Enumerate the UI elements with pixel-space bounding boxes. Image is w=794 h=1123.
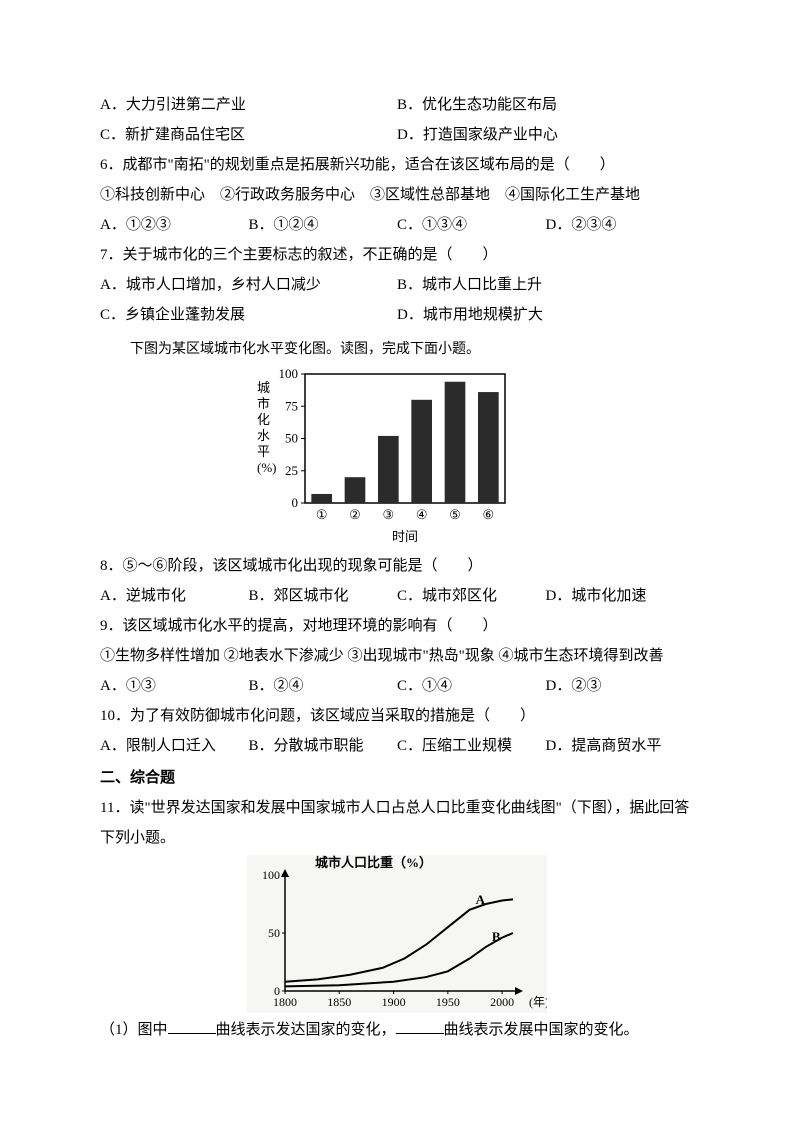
q5-option-b: B．优化生态功能区布局 xyxy=(397,90,694,120)
svg-text:100: 100 xyxy=(279,366,299,381)
q11-sub1-end: 曲线表示发展中国家的变化。 xyxy=(444,1022,639,1038)
q6-option-c: C．①③④ xyxy=(397,210,546,240)
chart2: 城市人口比重（%）05010018001850190019502000(年)AB xyxy=(100,855,694,1013)
q8-option-d: D．城市化加速 xyxy=(546,581,695,611)
q10-option-c: C．压缩工业规模 xyxy=(397,731,546,761)
chart1: 城市化水平(%) 0 25 50 75 100 ① ② ③ ④ ⑤ ⑥ 时间 xyxy=(100,366,694,549)
svg-text:A: A xyxy=(476,892,486,907)
svg-text:化: 化 xyxy=(257,412,270,427)
q9-options: A．①③ B．②④ C．①④ D．②③ xyxy=(100,671,694,701)
q10-option-a: A．限制人口迁入 xyxy=(100,731,249,761)
bar-chart-svg: 城市化水平(%) 0 25 50 75 100 ① ② ③ ④ ⑤ ⑥ 时间 xyxy=(247,366,547,549)
q6-stem: 6．成都市"南拓"的规划重点是拓展新兴功能，适合在该区域布局的是（ ） xyxy=(100,150,694,180)
q7-option-c: C．乡镇企业蓬勃发展 xyxy=(100,300,397,330)
q10-stem: 10．为了有效防御城市化问题，该区域应当采取的措施是（ ） xyxy=(100,701,694,731)
svg-text:市: 市 xyxy=(257,396,270,411)
svg-text:①: ① xyxy=(316,507,328,522)
svg-text:③: ③ xyxy=(383,507,395,522)
svg-text:1800: 1800 xyxy=(273,995,297,1009)
q6-option-a: A．①②③ xyxy=(100,210,249,240)
svg-text:②: ② xyxy=(349,507,361,522)
q8-stem: 8．⑤～⑥阶段，该区域城市化出现的现象可能是（ ） xyxy=(100,551,694,581)
svg-text:50: 50 xyxy=(268,926,280,940)
svg-text:1900: 1900 xyxy=(382,995,406,1009)
q6-options: A．①②③ B．①②④ C．①③④ D．②③④ xyxy=(100,210,694,240)
q8-options: A．逆城市化 B．郊区城市化 C．城市郊区化 D．城市化加速 xyxy=(100,581,694,611)
q7-options-row2: C．乡镇企业蓬勃发展 D．城市用地规模扩大 xyxy=(100,300,694,330)
q8-option-b: B．郊区城市化 xyxy=(249,581,398,611)
svg-text:(%): (%) xyxy=(257,460,277,475)
q5-options-row2: C．新扩建商品住宅区 D．打造国家级产业中心 xyxy=(100,120,694,150)
q7-stem: 7．关于城市化的三个主要标志的叙述，不正确的是（ ） xyxy=(100,240,694,270)
q7-options-row1: A．城市人口增加，乡村人口减少 B．城市人口比重上升 xyxy=(100,270,694,300)
svg-text:B: B xyxy=(492,929,501,944)
chart1-caption: 下图为某区域城市化水平变化图。读图，完成下面小题。 xyxy=(100,336,694,364)
q5-option-a: A．大力引进第二产业 xyxy=(100,90,397,120)
q7-option-a: A．城市人口增加，乡村人口减少 xyxy=(100,270,397,300)
q6-option-d: D．②③④ xyxy=(546,210,695,240)
svg-text:1850: 1850 xyxy=(327,995,351,1009)
svg-text:水: 水 xyxy=(257,428,270,443)
section-2-title: 二、综合题 xyxy=(100,763,694,793)
q11-stem: 11．读"世界发达国家和发展中国家城市人口占总人口比重变化曲线图"（下图），据此… xyxy=(100,793,694,853)
q11-sub1: （1）图中 曲线表示发达国家的变化， 曲线表示发展中国家的变化。 xyxy=(100,1015,694,1045)
svg-text:100: 100 xyxy=(262,868,280,882)
q9-items: ①生物多样性增加 ②地表水下渗减少 ③出现城市"热岛"现象 ④城市生态环境得到改… xyxy=(100,641,694,671)
q10-options: A．限制人口迁入 B．分散城市职能 C．压缩工业规模 D．提高商贸水平 xyxy=(100,731,694,761)
svg-text:(年): (年) xyxy=(529,995,547,1009)
q8-option-a: A．逆城市化 xyxy=(100,581,249,611)
svg-text:时间: 时间 xyxy=(392,529,418,544)
q6-items: ①科技创新中心 ②行政政务服务中心 ③区域性总部基地 ④国际化工生产基地 xyxy=(100,180,694,210)
q11-sub1-mid: 曲线表示发达国家的变化， xyxy=(216,1022,396,1038)
q11-sub1-pre: （1）图中 xyxy=(100,1022,168,1038)
q8-option-c: C．城市郊区化 xyxy=(397,581,546,611)
svg-text:⑤: ⑤ xyxy=(449,507,461,522)
q9-option-a: A．①③ xyxy=(100,671,249,701)
svg-text:⑥: ⑥ xyxy=(483,507,495,522)
svg-text:平: 平 xyxy=(257,444,270,459)
q5-option-d: D．打造国家级产业中心 xyxy=(397,120,694,150)
blank-1[interactable] xyxy=(168,1018,216,1035)
q10-option-d: D．提高商贸水平 xyxy=(546,731,695,761)
svg-text:0: 0 xyxy=(292,495,299,510)
q10-option-b: B．分散城市职能 xyxy=(249,731,398,761)
q7-option-b: B．城市人口比重上升 xyxy=(397,270,694,300)
q7-option-d: D．城市用地规模扩大 xyxy=(397,300,694,330)
line-chart-svg: 城市人口比重（%）05010018001850190019502000(年)AB xyxy=(247,855,547,1013)
svg-text:25: 25 xyxy=(285,463,298,478)
q9-stem: 9．该区域城市化水平的提高，对地理环境的影响有（ ） xyxy=(100,611,694,641)
q9-option-d: D．②③ xyxy=(546,671,695,701)
q5-options-row1: A．大力引进第二产业 B．优化生态功能区布局 xyxy=(100,90,694,120)
blank-2[interactable] xyxy=(396,1018,444,1035)
svg-text:④: ④ xyxy=(416,507,428,522)
svg-text:50: 50 xyxy=(285,431,298,446)
q6-option-b: B．①②④ xyxy=(249,210,398,240)
svg-text:城市人口比重（%）: 城市人口比重（%） xyxy=(315,855,432,870)
svg-text:2000: 2000 xyxy=(490,995,514,1009)
svg-text:城: 城 xyxy=(257,380,270,395)
q9-option-b: B．②④ xyxy=(249,671,398,701)
q9-option-c: C．①④ xyxy=(397,671,546,701)
svg-text:1950: 1950 xyxy=(436,995,460,1009)
q5-option-c: C．新扩建商品住宅区 xyxy=(100,120,397,150)
svg-text:75: 75 xyxy=(285,398,298,413)
